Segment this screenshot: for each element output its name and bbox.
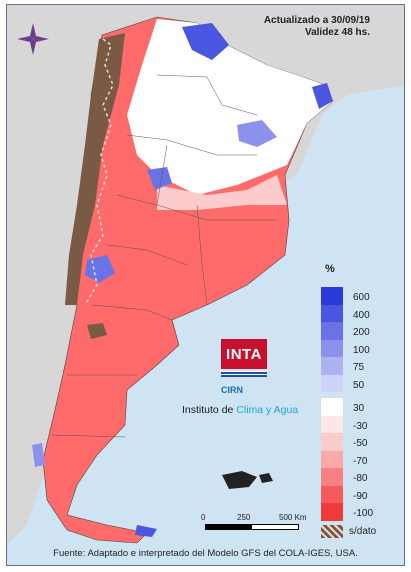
nodata-label: s/dato [349, 525, 377, 537]
inta-logo-stripes [221, 371, 267, 377]
legend-neg-row: -100 [321, 503, 401, 521]
institute-accent: Clima y Agua [236, 404, 299, 416]
legend-pos-swatch [321, 357, 343, 375]
littoral-wet-patch [237, 120, 277, 147]
legend-neg-label: -80 [353, 473, 368, 484]
nodata-patch [87, 323, 107, 339]
legend-neg-label: -30 [353, 420, 368, 432]
argentina-map [7, 5, 404, 545]
legend-pos-label: 400 [353, 309, 370, 321]
legend-neg-swatch [320, 397, 344, 417]
north-wet-patch [182, 23, 229, 60]
inta-logo-text: INTA [226, 345, 262, 363]
legend-pos-swatch [321, 287, 343, 305]
nodata-swatch [321, 524, 343, 538]
legend-pos-row: 75 [321, 357, 401, 375]
legend-pos-swatch [321, 339, 343, 357]
legend-neg-swatch [321, 433, 343, 451]
map-frame: Actualizado a 30/09/19 Validez 48 hs. % … [6, 4, 405, 566]
legend-neg-label: -70 [353, 455, 368, 467]
validity-period: Validez 48 hs. [304, 27, 370, 38]
legend-pos-swatch [321, 322, 343, 340]
legend-neg-row: -80 [321, 468, 401, 486]
central-transition [157, 175, 287, 210]
legend-neg-label: 30 [353, 403, 365, 414]
legend-pos-row: 100 [321, 339, 401, 357]
institute-name: Instituto de Clima y Agua [182, 404, 298, 416]
legend-neg-row: -90 [321, 485, 401, 503]
institute-prefix: Instituto de [182, 404, 237, 416]
legend-neg-row: -30 [321, 415, 401, 433]
inta-logo: INTA [221, 339, 267, 369]
scale-label-0: 0 [201, 513, 206, 522]
legend-neg-swatch [321, 415, 343, 433]
legend: 600 400 200 100 75 50 30 -30 -50 -70 -80 -90 -100 s… [320, 287, 401, 538]
legend-neg-row: -70 [321, 450, 401, 468]
legend-neg-label: -100 [353, 508, 374, 519]
legend-nodata: s/dato [321, 524, 401, 538]
scale-label-500: 500 Km [279, 513, 307, 522]
legend-neg-swatch [321, 450, 343, 468]
legend-pos-row: 400 [321, 304, 401, 322]
legend-unit: % [325, 263, 335, 275]
legend-pos-swatch [321, 374, 343, 392]
legend-neg-swatch [321, 468, 343, 486]
tierra-del-fuego-patch [135, 525, 157, 537]
legend-neg-row: -50 [321, 433, 401, 451]
legend-neg-label: -50 [353, 438, 368, 449]
legend-pos-label: 75 [353, 362, 365, 373]
nodata-hatch [84, 38, 114, 306]
legend-neg-row: 30 [320, 397, 401, 417]
cirn-logo: CIRN [221, 385, 243, 395]
malvinas-islands [222, 471, 257, 489]
legend-pos-label: 50 [353, 379, 365, 391]
scale-label-250: 250 [237, 513, 251, 522]
legend-pos-row: 50 [321, 374, 401, 392]
legend-pos-label: 200 [353, 327, 370, 338]
northeast-wet-patch [312, 83, 333, 109]
scale-bar [205, 524, 299, 530]
andes-nodata-strip [65, 33, 125, 305]
legend-neg-swatch [321, 485, 343, 503]
legend-neg-swatch [321, 503, 343, 521]
update-date: Actualizado a 30/09/19 [263, 15, 370, 26]
south-wet-patch [32, 443, 45, 467]
north-normal-region [127, 19, 333, 195]
compass-rose-icon [17, 23, 49, 55]
legend-pos-swatch [321, 304, 343, 322]
legend-pos-row: 600 [321, 287, 401, 305]
legend-positive: 600 400 200 100 75 50 [321, 287, 401, 392]
legend-pos-label: 100 [353, 344, 370, 356]
center-wet-patch [147, 167, 172, 190]
malvinas-east [259, 473, 273, 483]
legend-pos-row: 200 [321, 322, 401, 340]
province-borders [51, 74, 277, 438]
legend-pos-label: 600 [353, 292, 370, 303]
legend-negative: 30 -30 -50 -70 -80 -90 -100 [320, 397, 401, 521]
legend-neg-label: -90 [353, 490, 368, 502]
data-source: Fuente: Adaptado e interpretado del Mode… [53, 548, 358, 559]
